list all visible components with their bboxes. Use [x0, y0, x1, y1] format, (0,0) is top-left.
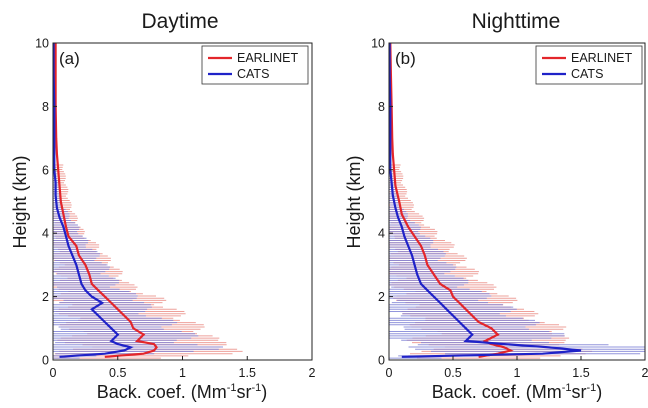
cats-profile-line	[52, 43, 134, 358]
y-tick-label: 0	[378, 354, 385, 368]
x-tick-label: 0.5	[444, 366, 461, 380]
panel-label-b: (b)	[395, 49, 416, 68]
earlinet-profile-line	[54, 43, 159, 358]
panel-title-nighttime: Nighttime	[472, 10, 561, 33]
x-tick-label: 1.5	[239, 366, 256, 380]
y-tick-label: 4	[378, 227, 385, 241]
x-tick-label: 0.5	[109, 366, 126, 380]
x-tick-label: 0	[386, 366, 393, 380]
panel-daytime: Daytime 0 0.5 1 1.5 2 0 2 4 6 8 10 (a) EARLINET CA…	[10, 10, 316, 402]
y-tick-label: 10	[371, 37, 385, 51]
y-tick-label: 10	[35, 37, 49, 51]
y-tick-label: 8	[42, 100, 49, 114]
x-tick-label: 0	[50, 366, 57, 380]
y-tick-label: 0	[42, 354, 49, 368]
plot-frame	[388, 42, 646, 361]
legend-label-earlinet: EARLINET	[571, 51, 632, 65]
axis-ticks: 0 0.5 1 1.5 2 0 2 4 6 8 10	[371, 37, 648, 381]
legend-box	[201, 45, 309, 85]
x-tick-label: 1.5	[572, 366, 589, 380]
y-tick-label: 2	[378, 290, 385, 304]
legend-box	[535, 45, 643, 85]
x-axis-label: Back. coef. (Mm-1sr-1)	[432, 382, 603, 402]
legend-label-earlinet: EARLINET	[237, 51, 298, 65]
axis-ticks: 0 0.5 1 1.5 2 0 2 4 6 8 10	[35, 37, 315, 381]
plot-frame	[52, 42, 313, 361]
legend-label-cats: CATS	[237, 67, 269, 81]
y-tick-label: 6	[42, 163, 49, 177]
x-tick-label: 1	[514, 366, 521, 380]
x-axis-label: Back. coef. (Mm-1sr-1)	[97, 382, 268, 402]
y-tick-label: 2	[42, 290, 49, 304]
cats-profile-line	[388, 43, 582, 358]
panel-nighttime: Nighttime 0 0.5 1 1.5 2 0 2 4 6 8 10 (b) EARLINET …	[344, 10, 648, 402]
y-tick-label: 8	[378, 100, 385, 114]
y-axis-label: Height (km)	[10, 155, 30, 248]
legend-label-cats: CATS	[571, 67, 603, 81]
x-tick-label: 2	[309, 366, 316, 380]
y-tick-label: 4	[42, 227, 49, 241]
legend: EARLINET CATS	[535, 45, 643, 85]
y-axis-label: Height (km)	[344, 155, 364, 248]
x-tick-label: 2	[642, 366, 648, 380]
x-tick-label: 1	[179, 366, 186, 380]
panel-title-daytime: Daytime	[141, 10, 218, 33]
y-tick-label: 6	[378, 163, 385, 177]
legend: EARLINET CATS	[201, 45, 309, 85]
panel-label-a: (a)	[59, 49, 80, 68]
earlinet-profile-line	[389, 42, 514, 358]
